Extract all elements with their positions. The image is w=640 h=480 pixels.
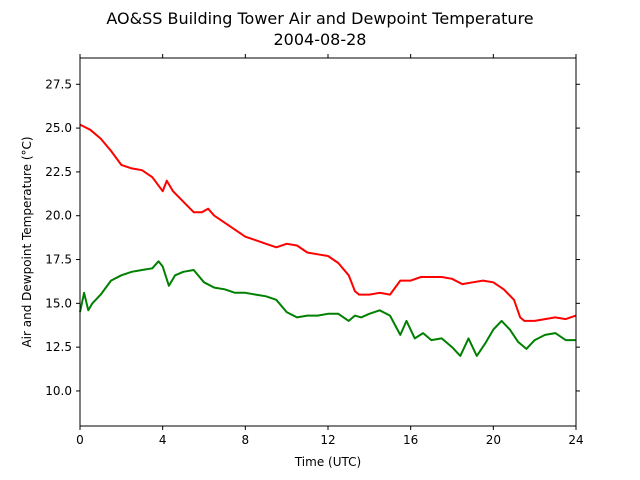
chart-title: AO&SS Building Tower Air and Dewpoint Te…	[106, 9, 533, 28]
x-tick-label: 20	[486, 433, 501, 447]
y-axis: 10.0 12.5 15.0 17.5 20.0 22.5 25.0 27.5	[45, 77, 580, 398]
x-axis: 0 4 8 12 16 20 24	[76, 54, 584, 447]
y-tick-label: 17.5	[45, 253, 72, 267]
x-tick-label: 4	[159, 433, 167, 447]
series-line-2	[79, 260, 576, 357]
series-line-1	[79, 123, 577, 322]
x-tick-label: 8	[242, 433, 250, 447]
x-tick-label: 24	[568, 433, 583, 447]
y-tick-label: 10.0	[45, 384, 72, 398]
y-tick-label: 20.0	[45, 209, 72, 223]
y-tick-label: 15.0	[45, 296, 72, 310]
x-tick-label: 12	[320, 433, 335, 447]
y-tick-label: 27.5	[45, 77, 72, 91]
x-axis-label: Time (UTC)	[294, 455, 361, 469]
y-axis-label: Air and Dewpoint Temperature (°C)	[20, 136, 34, 347]
chart-subtitle: 2004-08-28	[274, 30, 367, 49]
series-layer	[79, 123, 577, 357]
y-tick-label: 12.5	[45, 340, 72, 354]
y-tick-label: 22.5	[45, 165, 72, 179]
y-tick-label: 25.0	[45, 121, 72, 135]
x-tick-label: 16	[403, 433, 418, 447]
x-tick-label: 0	[76, 433, 84, 447]
